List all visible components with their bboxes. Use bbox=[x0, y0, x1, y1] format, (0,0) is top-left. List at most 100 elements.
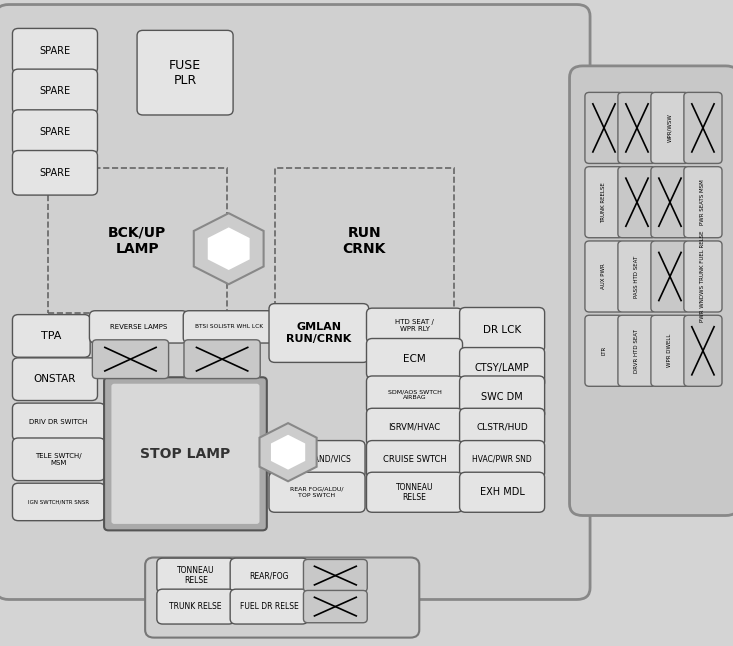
Text: ECM: ECM bbox=[403, 353, 426, 364]
FancyBboxPatch shape bbox=[366, 408, 463, 446]
Text: TPA: TPA bbox=[41, 331, 62, 341]
FancyBboxPatch shape bbox=[92, 340, 169, 379]
FancyBboxPatch shape bbox=[460, 307, 545, 352]
FancyBboxPatch shape bbox=[618, 315, 656, 386]
FancyBboxPatch shape bbox=[12, 358, 97, 401]
Polygon shape bbox=[259, 423, 317, 481]
Text: DRIV DR SWITCH: DRIV DR SWITCH bbox=[29, 419, 88, 425]
Text: TRUNK REELSE: TRUNK REELSE bbox=[602, 182, 606, 223]
Text: WPR DWELL: WPR DWELL bbox=[668, 334, 672, 368]
Text: STOP LAMP: STOP LAMP bbox=[140, 447, 231, 461]
Text: PWR WNDWS TRUNK FUEL RELSE: PWR WNDWS TRUNK FUEL RELSE bbox=[701, 231, 705, 322]
FancyBboxPatch shape bbox=[366, 308, 463, 343]
Bar bbox=[48, 168, 227, 313]
Text: ISRVM/HVAC: ISRVM/HVAC bbox=[388, 422, 441, 432]
Text: SPARE: SPARE bbox=[40, 127, 70, 137]
Text: FUEL DR RELSE: FUEL DR RELSE bbox=[240, 602, 298, 611]
FancyBboxPatch shape bbox=[585, 315, 623, 386]
Text: DR LCK: DR LCK bbox=[483, 325, 521, 335]
FancyBboxPatch shape bbox=[12, 483, 105, 521]
Text: SPARE: SPARE bbox=[40, 46, 70, 56]
FancyBboxPatch shape bbox=[366, 472, 463, 512]
FancyBboxPatch shape bbox=[460, 408, 545, 446]
Text: TRUNK RELSE: TRUNK RELSE bbox=[169, 602, 222, 611]
Text: REAR FOG/ALDU/
TOP SWTCH: REAR FOG/ALDU/ TOP SWTCH bbox=[290, 487, 344, 497]
Polygon shape bbox=[271, 435, 305, 470]
FancyBboxPatch shape bbox=[460, 472, 545, 512]
FancyBboxPatch shape bbox=[269, 441, 365, 478]
FancyBboxPatch shape bbox=[684, 241, 722, 312]
Text: IGN SWTCH/NTR SNSR: IGN SWTCH/NTR SNSR bbox=[28, 499, 89, 505]
FancyBboxPatch shape bbox=[585, 167, 623, 238]
Text: TELE SWTCH/
MSM: TELE SWTCH/ MSM bbox=[35, 453, 82, 466]
FancyBboxPatch shape bbox=[684, 92, 722, 163]
Text: RDOIS-BAND/VICS: RDOIS-BAND/VICS bbox=[283, 455, 351, 464]
FancyBboxPatch shape bbox=[366, 376, 463, 413]
FancyBboxPatch shape bbox=[89, 311, 188, 343]
FancyBboxPatch shape bbox=[269, 472, 365, 512]
Text: PASS HTD SEAT: PASS HTD SEAT bbox=[635, 255, 639, 298]
Text: HTD SEAT /
WPR RLY: HTD SEAT / WPR RLY bbox=[395, 319, 434, 332]
Text: CLSTR/HUD: CLSTR/HUD bbox=[476, 422, 528, 432]
Text: PWR SEATS MSM: PWR SEATS MSM bbox=[701, 180, 705, 225]
Text: GMLAN
RUN/CRNK: GMLAN RUN/CRNK bbox=[286, 322, 352, 344]
Text: BCK/UP
LAMP: BCK/UP LAMP bbox=[108, 226, 166, 256]
Polygon shape bbox=[194, 213, 264, 284]
Text: TONNEAU
RELSE: TONNEAU RELSE bbox=[177, 566, 215, 585]
FancyBboxPatch shape bbox=[12, 110, 97, 154]
Text: HVAC/PWR SND: HVAC/PWR SND bbox=[472, 455, 532, 464]
FancyBboxPatch shape bbox=[0, 5, 590, 599]
FancyBboxPatch shape bbox=[366, 339, 463, 379]
FancyBboxPatch shape bbox=[303, 559, 367, 592]
FancyBboxPatch shape bbox=[570, 66, 733, 516]
FancyBboxPatch shape bbox=[157, 589, 235, 624]
Text: SPARE: SPARE bbox=[40, 87, 70, 96]
FancyBboxPatch shape bbox=[460, 348, 545, 388]
Polygon shape bbox=[207, 227, 250, 270]
Text: EXH MDL: EXH MDL bbox=[479, 487, 525, 497]
FancyBboxPatch shape bbox=[618, 241, 656, 312]
Text: REAR/FOG: REAR/FOG bbox=[249, 571, 289, 580]
FancyBboxPatch shape bbox=[12, 315, 90, 357]
FancyBboxPatch shape bbox=[684, 167, 722, 238]
FancyBboxPatch shape bbox=[12, 438, 105, 481]
FancyBboxPatch shape bbox=[12, 151, 97, 195]
FancyBboxPatch shape bbox=[104, 377, 267, 530]
Text: DRVR HTD SEAT: DRVR HTD SEAT bbox=[635, 329, 639, 373]
FancyBboxPatch shape bbox=[230, 558, 308, 593]
FancyBboxPatch shape bbox=[145, 557, 419, 638]
Text: FUSE
PLR: FUSE PLR bbox=[169, 59, 201, 87]
FancyBboxPatch shape bbox=[618, 92, 656, 163]
Text: SDM/AOS SWTCH
AIRBAG: SDM/AOS SWTCH AIRBAG bbox=[388, 390, 441, 400]
FancyBboxPatch shape bbox=[12, 69, 97, 114]
Bar bbox=[275, 168, 454, 313]
FancyBboxPatch shape bbox=[12, 403, 105, 441]
Text: ONSTAR: ONSTAR bbox=[34, 374, 76, 384]
Text: SWC DM: SWC DM bbox=[482, 392, 523, 402]
FancyBboxPatch shape bbox=[460, 441, 545, 478]
Text: CTSY/LAMP: CTSY/LAMP bbox=[475, 362, 529, 373]
Text: LTR: LTR bbox=[602, 346, 606, 355]
FancyBboxPatch shape bbox=[12, 28, 97, 73]
Text: CRUISE SWTCH: CRUISE SWTCH bbox=[383, 455, 446, 464]
FancyBboxPatch shape bbox=[111, 384, 259, 524]
Text: REVERSE LAMPS: REVERSE LAMPS bbox=[110, 324, 167, 330]
FancyBboxPatch shape bbox=[184, 340, 260, 379]
FancyBboxPatch shape bbox=[183, 311, 274, 343]
FancyBboxPatch shape bbox=[460, 376, 545, 419]
Text: TONNEAU
RELSE: TONNEAU RELSE bbox=[396, 483, 433, 502]
FancyBboxPatch shape bbox=[230, 589, 308, 624]
FancyBboxPatch shape bbox=[269, 304, 369, 362]
Text: AUX PWR: AUX PWR bbox=[602, 264, 606, 289]
FancyBboxPatch shape bbox=[651, 315, 689, 386]
FancyBboxPatch shape bbox=[157, 558, 235, 593]
FancyBboxPatch shape bbox=[684, 315, 722, 386]
FancyBboxPatch shape bbox=[651, 167, 689, 238]
Text: BTSI SOLISTR WHL LCK: BTSI SOLISTR WHL LCK bbox=[195, 324, 262, 329]
FancyBboxPatch shape bbox=[137, 30, 233, 115]
Text: WPR/WSW: WPR/WSW bbox=[668, 114, 672, 142]
FancyBboxPatch shape bbox=[651, 92, 689, 163]
Text: SPARE: SPARE bbox=[40, 168, 70, 178]
FancyBboxPatch shape bbox=[366, 441, 463, 478]
FancyBboxPatch shape bbox=[585, 241, 623, 312]
